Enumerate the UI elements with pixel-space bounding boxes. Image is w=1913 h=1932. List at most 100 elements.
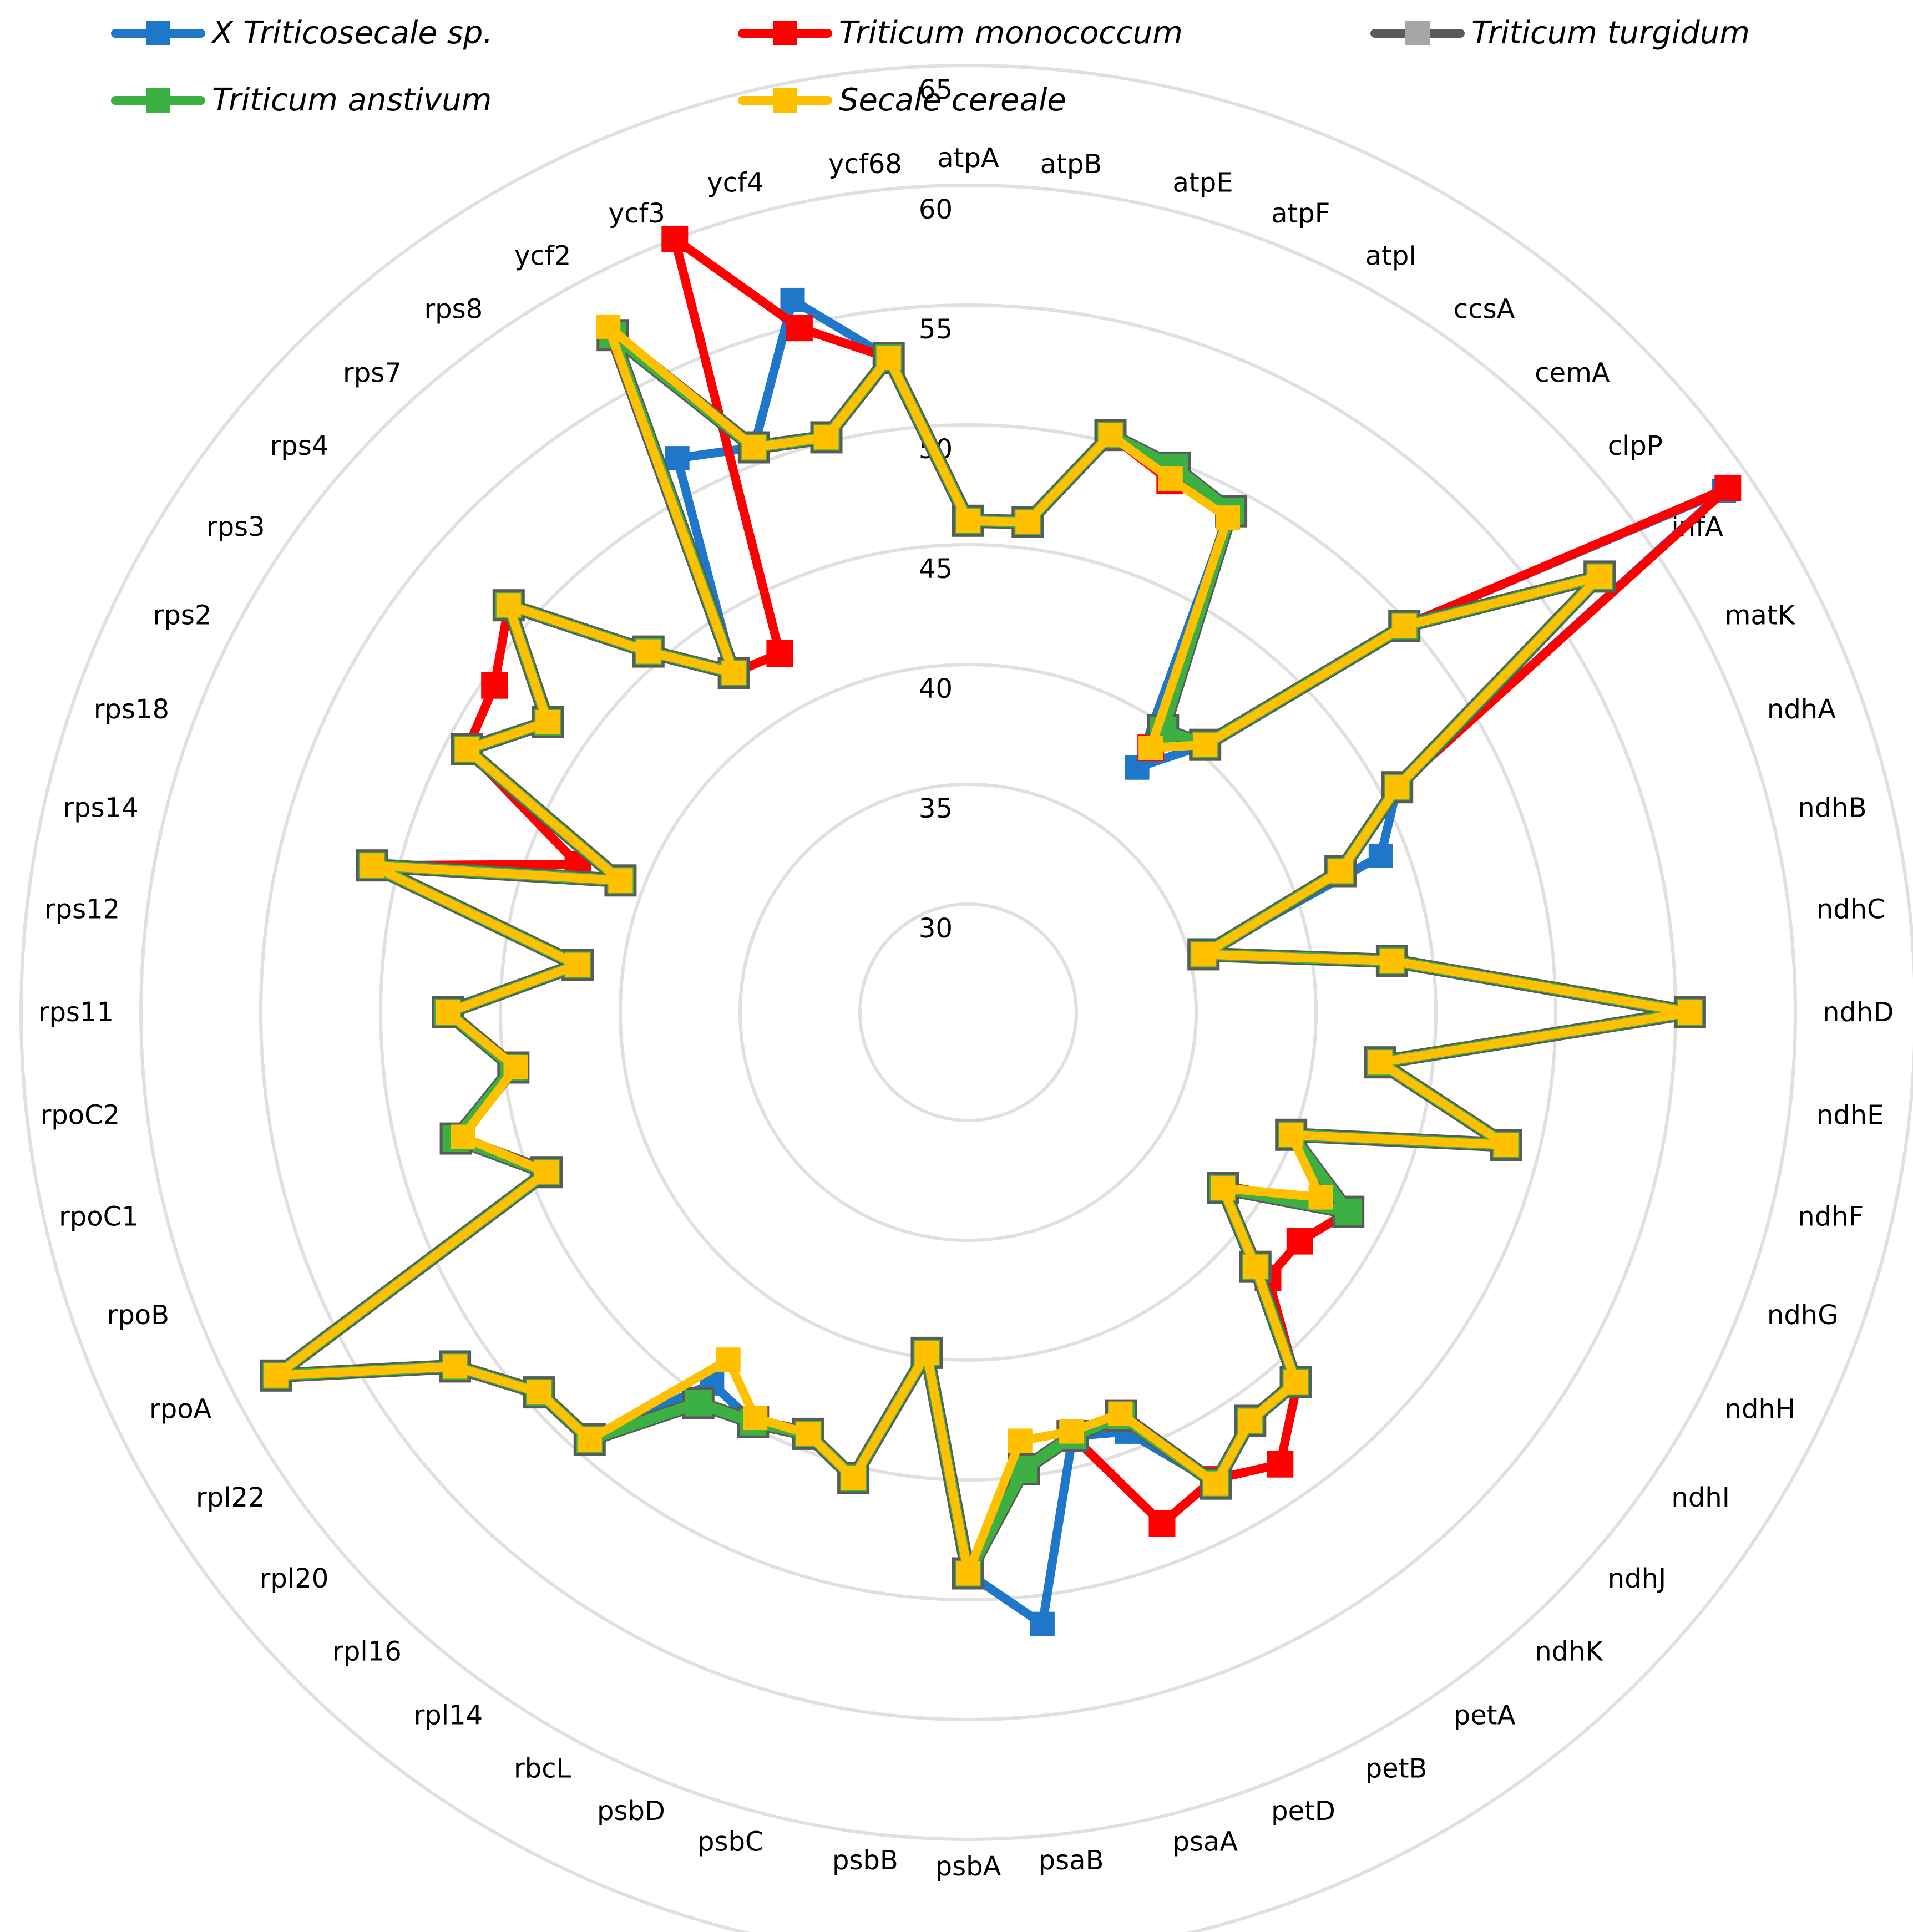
data-point-ndhA [1328,859,1353,884]
data-point-ndhK [1283,1370,1308,1395]
legend-item: X Triticosecale sp. [111,2,493,63]
category-label-ycf3: ycf3 [609,198,665,229]
data-point-ndhA [1368,843,1393,868]
data-point-clpP [1392,613,1417,638]
data-point-psbA [956,1561,980,1586]
legend-swatch [111,69,205,130]
data-point-ndhD [1677,1000,1702,1025]
category-label-atpF: atpF [1271,198,1330,229]
category-label-rpl20: rpl20 [260,1563,329,1594]
data-point-ndhB [1191,942,1216,967]
data-point-ndhE [1368,1050,1393,1075]
legend-swatch [738,2,832,63]
category-label-psbC: psbC [697,1826,763,1857]
data-point-ycf4 [780,287,805,312]
category-label-psbD: psbD [597,1796,665,1827]
data-point-atpA [956,508,980,533]
legend-label: Secale cereale [839,82,1066,118]
legend-swatch [738,69,832,130]
data-point-petA [1238,1408,1263,1433]
data-point-rps7 [636,639,661,664]
data-point-matK [1385,775,1410,800]
data-point-ycf4 [814,425,839,450]
category-label-ndhG: ndhG [1767,1300,1839,1331]
series-x-triticosecale-sp [264,287,1737,1636]
data-point-rps2 [454,737,479,762]
category-label-psaA: psaA [1173,1826,1238,1857]
category-label-ycf2: ycf2 [514,240,571,271]
category-label-rps12: rps12 [44,894,120,925]
data-point-petA [1267,1451,1294,1478]
category-label-rps8: rps8 [424,294,483,325]
legend-item: Triticum monococcum [738,2,1183,63]
data-point-psbD [796,1421,821,1446]
category-label-psaB: psaB [1039,1845,1104,1876]
category-label-rpl22: rpl22 [196,1482,265,1513]
category-label-atpI: atpI [1365,240,1417,271]
category-label-rps4: rps4 [270,430,329,462]
category-label-ycf68: ycf68 [828,149,902,180]
data-point-atpI [1216,505,1241,530]
data-point-psaA [1059,1419,1084,1444]
series-layer [260,225,1742,1636]
legend-item: Triticum anstivum [111,69,492,130]
data-point-infA [1714,474,1742,501]
category-label-ndhE: ndhE [1816,1100,1884,1131]
data-point-ndhF [1494,1133,1519,1157]
data-point-infA [1587,564,1612,589]
data-point-ccsA [1138,736,1163,760]
data-point-rpl14 [716,1347,741,1372]
data-point-ndhI [1286,1228,1313,1255]
grid-ring [499,543,1438,1482]
category-label-ndhF: ndhF [1798,1201,1864,1233]
category-label-ndhC: ndhC [1816,894,1886,925]
grid-ring [19,64,1913,1932]
data-point-rpoC2 [503,1055,528,1079]
data-point-ycf2 [596,314,621,339]
category-label-atpE: atpE [1173,168,1233,199]
data-point-ndhH [1335,1198,1362,1225]
legend-item: Secale cereale [738,69,1066,130]
category-label-psbA: psbA [935,1851,1001,1882]
category-label-ndhK: ndhK [1535,1636,1603,1667]
legend-swatch [111,2,205,63]
category-label-ccsA: ccsA [1454,294,1515,325]
category-label-rpl16: rpl16 [332,1636,402,1667]
category-labels: atpA atpBatpEatpFatpIccsAcemAclpPinfAmatK… [38,143,1894,1882]
category-label-cemA: cemA [1535,357,1610,388]
data-point-ycf3 [741,435,766,460]
data-point-rps3 [535,709,560,734]
category-label-rpoA: rpoA [149,1394,212,1425]
category-label-rpl14: rpl14 [414,1700,483,1731]
tick-label: 45 [919,554,953,585]
legend-label: X Triticosecale sp. [212,14,493,51]
data-point-rpl22 [443,1354,468,1379]
data-point-rps12 [565,952,590,977]
category-label-atpB: atpB [1040,149,1102,180]
data-point-atpE [1098,423,1123,448]
tick-label: 60 [919,194,953,225]
category-label-rpoC1: rpoC1 [59,1201,139,1233]
category-label-rps7: rps7 [343,357,402,388]
data-point-rps11 [436,1000,460,1025]
data-point-cemA [1193,732,1218,757]
series-line [271,295,1729,1629]
data-point-psaB [1030,1611,1055,1636]
data-point-rps8 [721,661,746,685]
data-point-petD [1108,1401,1133,1426]
data-point-ycf2 [766,640,793,667]
category-label-ndhD: ndhD [1823,997,1894,1028]
data-point-ndhH [1308,1185,1333,1210]
legend-label: Triticum monococcum [839,14,1183,51]
data-point-ycf2 [665,446,690,471]
category-label-rpoB: rpoB [107,1300,170,1331]
category-label-rps2: rps2 [153,600,212,631]
chart-legend: X Triticosecale sp. Triticum monococcum Tr… [0,0,1913,133]
category-label-rps3: rps3 [206,511,265,542]
data-point-ycf4 [786,315,813,342]
data-point-rpl16 [577,1427,602,1452]
data-point-atpB [1015,510,1040,534]
category-label-rps11: rps11 [38,997,114,1028]
data-point-ndhG [1279,1122,1304,1147]
category-label-matK: matK [1725,600,1796,631]
